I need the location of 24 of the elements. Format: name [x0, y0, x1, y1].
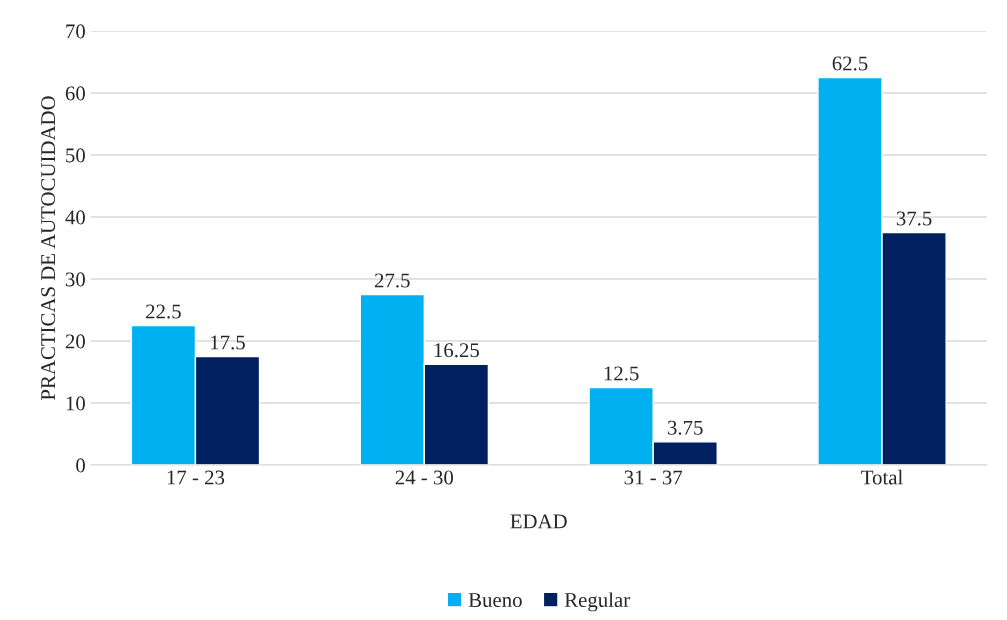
data-label: 16.25	[434, 343, 479, 358]
y-tick-label: 50	[66, 148, 85, 163]
y-tick-label: 0	[76, 458, 85, 473]
data-label: 27.5	[374, 273, 410, 288]
x-tick-label: 24 - 30	[395, 470, 454, 485]
data-label: 12.5	[604, 366, 639, 381]
legend-label: Bueno	[468, 593, 522, 608]
y-tick-label: 70	[66, 24, 85, 39]
data-label: 37.5	[896, 211, 932, 226]
y-axis-title: PRACTICAS DE AUTOCUIDADO	[41, 96, 56, 401]
x-tick-label: 17 - 23	[167, 470, 225, 485]
data-label: 22.5	[146, 304, 181, 319]
data-label: 17.5	[211, 335, 245, 350]
data-label: 3.75	[667, 420, 703, 435]
y-tick-label: 30	[65, 272, 85, 287]
x-axis-title: EDAD	[510, 514, 567, 529]
data-label: 62.5	[832, 56, 868, 71]
y-tick-label: 60	[65, 86, 85, 101]
x-tick-label: 31 - 37	[624, 470, 683, 485]
legend-label: Regular	[564, 592, 630, 612]
y-tick-label: 10	[66, 396, 85, 411]
y-tick-label: 40	[65, 210, 85, 225]
x-tick-label: Total	[861, 469, 903, 485]
y-tick-label: 20	[65, 334, 85, 349]
